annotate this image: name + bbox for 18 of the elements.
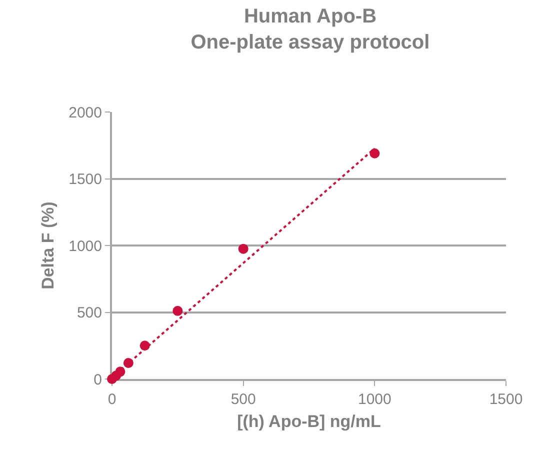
- x-tick-label: 1500: [489, 391, 523, 408]
- x-axis-title: [(h) Apo-B] ng/mL: [237, 412, 381, 431]
- point: [123, 358, 134, 368]
- y-tick-label: 1500: [68, 171, 102, 188]
- chart-title: Human Apo-B One-plate assay protocol: [190, 6, 430, 54]
- point: [115, 366, 126, 377]
- y-tick-label: 0: [94, 371, 102, 388]
- x-tick-label: 500: [230, 391, 256, 408]
- point: [140, 340, 150, 351]
- x-tick-label: 1000: [358, 391, 392, 408]
- point: [238, 244, 248, 254]
- y-axis-title: Delta F (%): [38, 202, 58, 290]
- y-tick-label: 2000: [68, 104, 102, 122]
- x-tick-label: 0: [108, 391, 116, 408]
- y-tick-label: 500: [76, 304, 102, 322]
- point: [172, 306, 183, 316]
- point: [370, 148, 380, 158]
- y-tick-label: 1000: [68, 238, 102, 255]
